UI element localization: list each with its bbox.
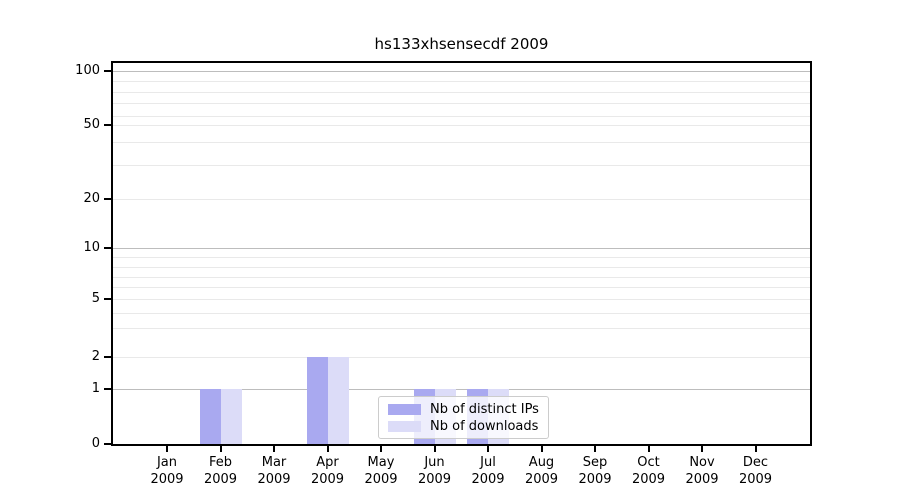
x-tick-mark	[754, 446, 757, 452]
chart-title: hs133xhsensecdf 2009	[374, 35, 549, 53]
x-tick-mark	[166, 446, 168, 452]
x-tick-label: May 2009	[349, 454, 413, 488]
gridline-minor	[113, 103, 810, 104]
legend-swatch-downloads	[388, 420, 421, 432]
x-tick-month: Aug	[528, 455, 555, 470]
x-tick-label: Jan 2009	[135, 454, 199, 488]
x-tick-month: Sep	[582, 455, 608, 470]
y-tick-mark	[104, 356, 112, 358]
bar-downloads	[327, 357, 349, 444]
x-tick-year: 2009	[524, 472, 559, 487]
x-tick-mark	[433, 446, 436, 452]
x-tick-month: Dec	[742, 455, 769, 470]
y-tick-label: 10	[83, 240, 100, 255]
gridline-major	[113, 248, 810, 249]
x-tick-label: Apr 2009	[296, 454, 360, 488]
x-tick-mark	[594, 446, 596, 452]
gridline-minor	[113, 328, 810, 329]
y-tick-label: 0	[91, 436, 100, 451]
x-tick-mark	[273, 446, 275, 452]
x-tick-mark	[326, 446, 329, 452]
x-tick-mark	[487, 446, 489, 452]
legend-label-distinct-ips: Nb of distinct IPs	[430, 401, 539, 417]
x-tick-month: Nov	[689, 455, 715, 470]
x-tick-month: Jul	[480, 455, 496, 470]
gridline-minor	[113, 299, 810, 300]
y-tick-mark	[104, 443, 112, 445]
x-tick-label: Jun 2009	[403, 454, 467, 488]
gridline-minor	[113, 165, 810, 166]
bar-distinct-ips	[306, 357, 328, 444]
legend-item-downloads: Nb of downloads	[388, 418, 539, 434]
x-tick-label: Dec 2009	[724, 454, 788, 488]
x-tick-label: Aug 2009	[510, 454, 574, 488]
x-tick-year: 2009	[471, 472, 505, 487]
x-tick-label: Oct 2009	[617, 454, 681, 488]
y-tick-label: 100	[75, 63, 100, 78]
y-tick-mark	[104, 198, 112, 200]
x-tick-month: Jun	[424, 455, 445, 470]
y-tick-mark	[104, 124, 112, 126]
x-tick-month: Mar	[261, 455, 287, 470]
gridline-minor	[113, 142, 810, 143]
y-tick-label: 20	[83, 191, 100, 206]
gridline-minor	[113, 277, 810, 278]
gridline-major	[113, 389, 810, 390]
gridline-minor	[113, 267, 810, 268]
y-tick-label: 50	[83, 117, 100, 132]
y-tick-mark	[104, 388, 112, 390]
x-tick-month: Apr	[316, 455, 339, 470]
gridline-minor	[113, 257, 810, 258]
x-tick-label: Sep 2009	[563, 454, 627, 488]
gridline-minor	[113, 81, 810, 82]
gridline-minor	[113, 92, 810, 93]
x-tick-year: 2009	[203, 472, 238, 487]
x-tick-mark	[380, 446, 382, 452]
legend-label-downloads: Nb of downloads	[430, 418, 539, 434]
x-tick-year: 2009	[631, 472, 666, 487]
gridline-minor	[113, 287, 810, 288]
x-tick-month: Jan	[156, 455, 178, 470]
legend-swatch-distinct-ips	[388, 403, 421, 415]
gridline-minor	[113, 313, 810, 314]
gridline-major	[113, 71, 810, 72]
x-tick-year: 2009	[257, 472, 291, 487]
x-tick-mark	[540, 446, 543, 452]
x-tick-month: May	[367, 455, 395, 470]
gridline-minor	[113, 199, 810, 200]
y-tick-label: 5	[91, 291, 100, 306]
x-tick-label: Mar 2009	[242, 454, 306, 488]
y-tick-mark	[104, 70, 112, 72]
x-tick-year: 2009	[364, 472, 398, 487]
bar-downloads	[220, 389, 242, 444]
x-tick-year: 2009	[310, 472, 345, 487]
x-tick-month: Feb	[208, 455, 233, 470]
x-tick-month: Oct	[637, 455, 660, 470]
plot-area	[111, 61, 812, 446]
x-tick-year: 2009	[417, 472, 452, 487]
x-tick-label: Nov 2009	[670, 454, 734, 488]
legend: Nb of distinct IPs Nb of downloads	[378, 396, 549, 439]
x-tick-label: Jul 2009	[456, 454, 520, 488]
y-tick-label: 2	[91, 349, 100, 364]
gridline-minor	[113, 116, 810, 117]
legend-item-distinct-ips: Nb of distinct IPs	[388, 401, 539, 417]
x-tick-year: 2009	[150, 472, 184, 487]
y-tick-mark	[104, 298, 112, 300]
y-tick-mark	[104, 247, 112, 249]
x-tick-label: Feb 2009	[189, 454, 253, 488]
x-tick-mark	[647, 446, 650, 452]
x-tick-year: 2009	[578, 472, 612, 487]
x-tick-year: 2009	[685, 472, 719, 487]
gridline-minor	[113, 357, 810, 358]
x-tick-mark	[701, 446, 703, 452]
gridline-minor	[113, 125, 810, 126]
x-tick-mark	[219, 446, 222, 452]
y-tick-label: 1	[91, 381, 100, 396]
bar-distinct-ips	[199, 389, 221, 444]
x-tick-year: 2009	[738, 472, 773, 487]
